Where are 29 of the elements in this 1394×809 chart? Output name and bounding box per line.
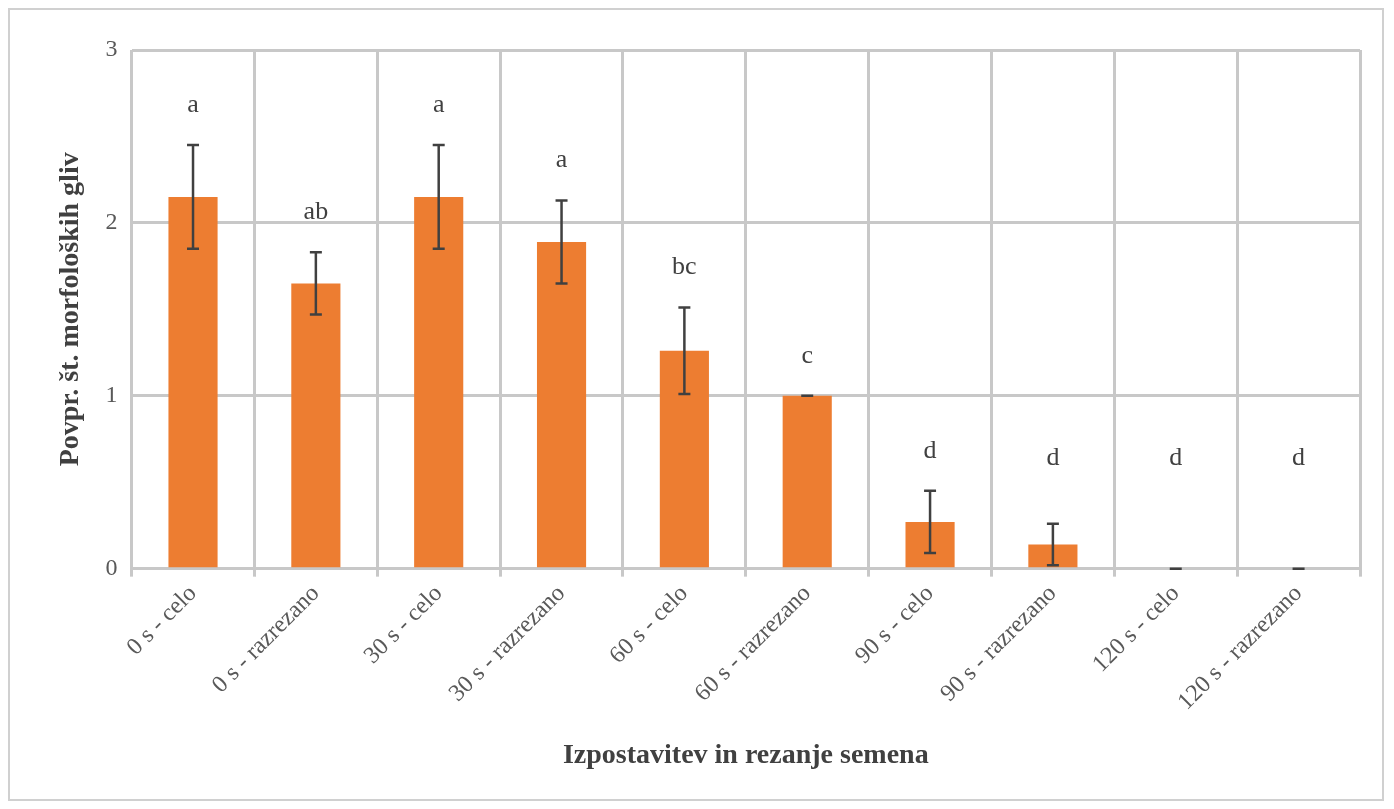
y-tick-label: 1 [105, 381, 118, 408]
bar [659, 350, 709, 568]
y-tick-label: 0 [105, 553, 118, 580]
annotation: d [923, 434, 937, 464]
annotation: d [1292, 442, 1306, 472]
annotation: c [801, 339, 813, 369]
x-tick-label: 90 s - celo [849, 579, 939, 669]
bar [1028, 544, 1078, 568]
bar [291, 283, 341, 568]
annotation: a [187, 88, 200, 118]
x-tick-label: 60 s - celo [603, 579, 693, 669]
x-axis-title: Izpostavitev in rezanje semena [562, 738, 929, 770]
x-tick-label: 120 s - celo [1086, 579, 1184, 677]
x-tick-label: 30 s - celo [358, 579, 447, 669]
bar [414, 196, 464, 568]
bar [782, 395, 832, 568]
bar [536, 241, 587, 568]
bar [905, 521, 955, 568]
annotation: a [432, 88, 445, 118]
y-tick-label: 3 [105, 35, 118, 62]
x-tick-label: 0 s - celo [120, 579, 202, 660]
annotation: a [555, 144, 568, 174]
annotation: d [1046, 442, 1060, 472]
annotation: bc [672, 251, 697, 281]
y-axis-title: Povpr. št. morfoloških gliv [53, 152, 85, 467]
annotation: ab [303, 196, 329, 226]
annotation: d [1169, 442, 1183, 472]
bar [168, 196, 218, 568]
y-tick-label: 2 [105, 208, 118, 235]
